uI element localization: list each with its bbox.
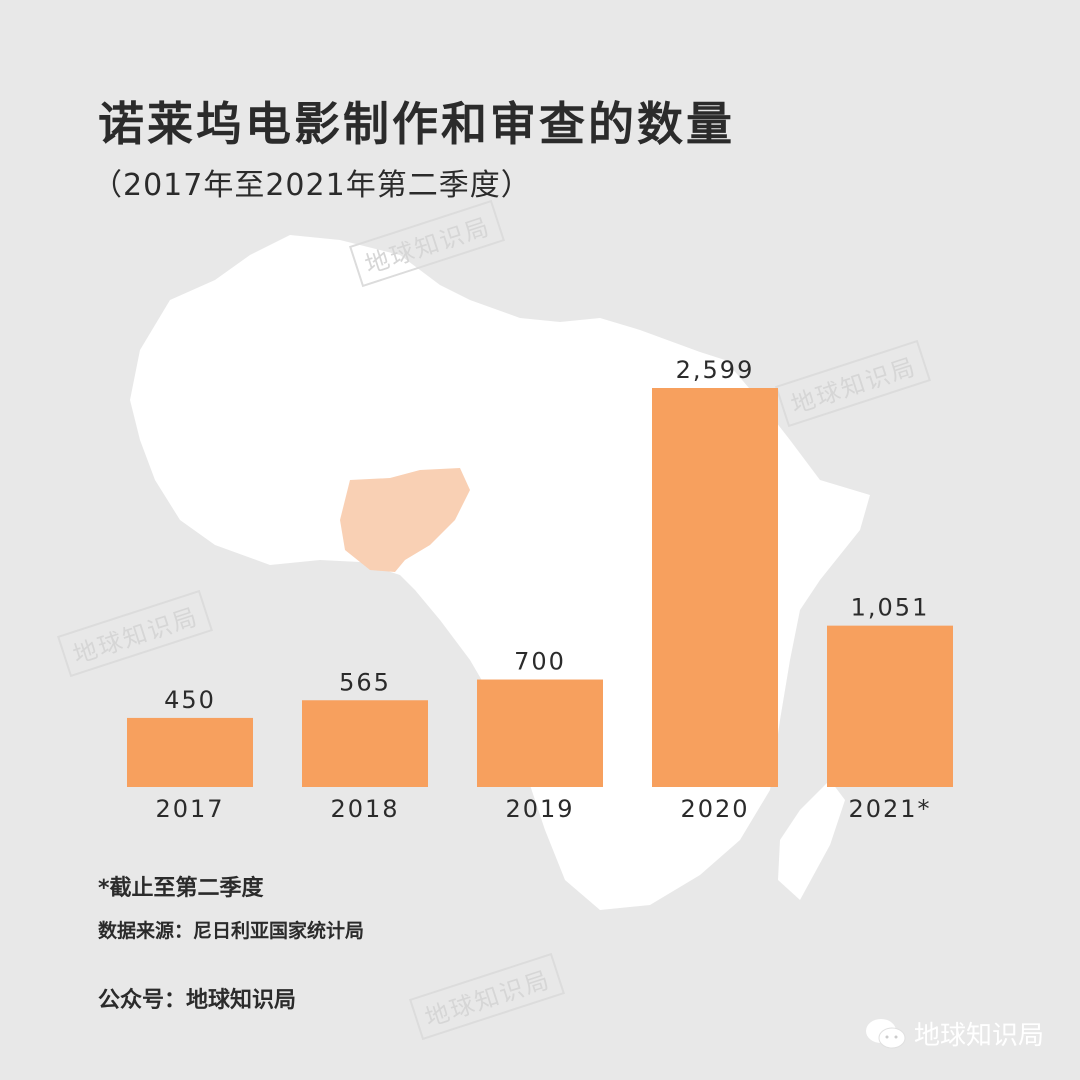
logo-text: 地球知识局 bbox=[914, 1021, 1045, 1051]
value-label: 2,599 bbox=[676, 356, 755, 384]
bar-2020 bbox=[652, 388, 778, 787]
category-label: 2018 bbox=[330, 795, 399, 823]
nigeria-shape bbox=[340, 468, 470, 572]
chart-title: 诺莱坞电影制作和审查的数量 bbox=[98, 97, 735, 151]
bar-2018 bbox=[302, 700, 428, 787]
chart-subtitle: （2017年至2021年第二季度） bbox=[92, 168, 532, 203]
value-label: 450 bbox=[164, 686, 216, 714]
account-note: 公众号：地球知识局 bbox=[98, 988, 297, 1013]
wechat-logo: 地球知识局 bbox=[864, 1015, 1044, 1052]
category-label: 2020 bbox=[680, 795, 749, 823]
bar-2019 bbox=[477, 679, 603, 787]
bar-2017 bbox=[127, 717, 253, 787]
wechat-icon bbox=[866, 1018, 906, 1048]
category-label: 2021* bbox=[848, 795, 931, 823]
madagascar-shape bbox=[778, 780, 845, 900]
source-note: 数据来源：尼日利亚国家统计局 bbox=[98, 920, 365, 942]
category-label: 2019 bbox=[505, 795, 574, 823]
category-label: 2017 bbox=[155, 795, 224, 823]
value-label: 565 bbox=[339, 668, 391, 696]
bar-2021* bbox=[827, 625, 953, 787]
value-label: 1,051 bbox=[851, 594, 930, 622]
value-label: 700 bbox=[514, 648, 566, 676]
footnote: *截止至第二季度 bbox=[98, 876, 264, 901]
